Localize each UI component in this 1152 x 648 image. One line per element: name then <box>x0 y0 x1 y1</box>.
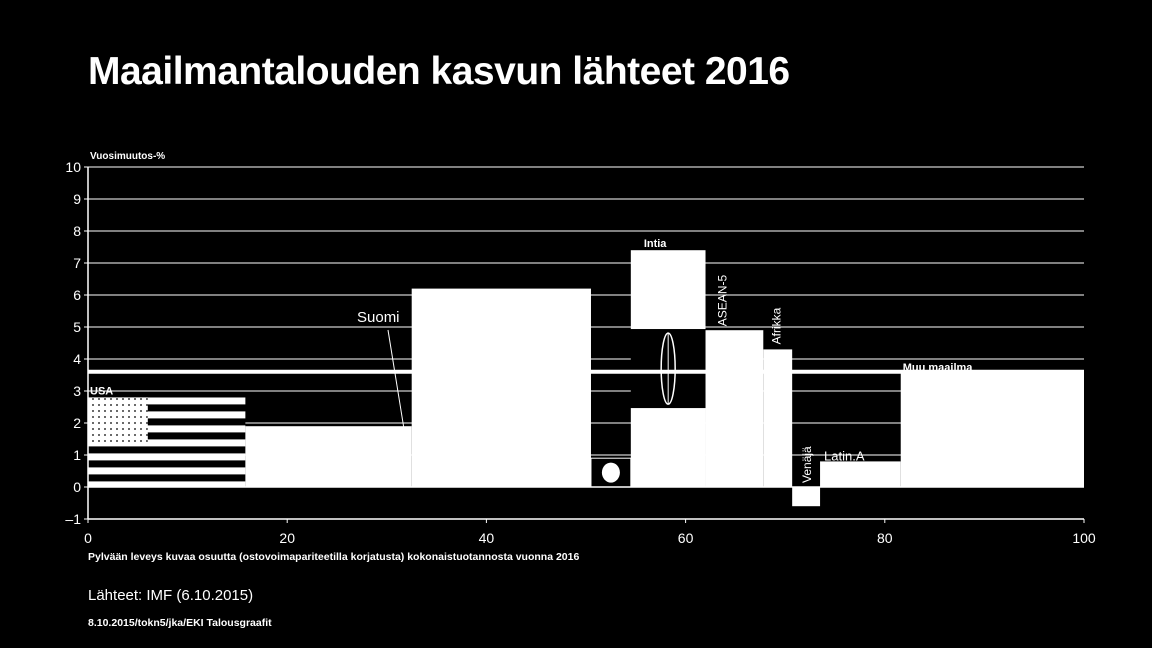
x-tick-label: 80 <box>877 530 893 546</box>
x-axis-label: Pylvään leveys kuvaa osuutta (ostovoimap… <box>88 551 580 563</box>
bar <box>792 487 821 507</box>
bar-india-top <box>630 250 706 330</box>
page-title: Maailmantalouden kasvun lähteet 2016 <box>88 50 790 93</box>
bar-label-latin-america: Latin.A <box>824 448 865 463</box>
y-tick-label: 1 <box>73 447 81 463</box>
bar-india-bottom <box>630 408 706 487</box>
y-tick-label: 10 <box>65 159 81 175</box>
bar <box>705 330 764 487</box>
bar-label-africa: Afrikka <box>769 307 783 344</box>
y-tick-label: 9 <box>73 191 81 207</box>
bar-label-eu: EU <box>258 409 273 421</box>
bar <box>411 288 591 487</box>
x-tick-label: 20 <box>279 530 295 546</box>
bar <box>820 461 901 487</box>
y-tick-label: 4 <box>73 351 81 367</box>
x-tick-label: 40 <box>479 530 495 546</box>
y-axis-label: Vuosimuutos-% <box>90 151 166 162</box>
y-tick-label: 7 <box>73 255 81 271</box>
us-flag-canton <box>88 397 148 446</box>
bar <box>900 371 1084 487</box>
bar-label-russia: Venäjä <box>800 446 814 483</box>
bar-label-usa: USA <box>90 385 113 397</box>
y-tick-label: 2 <box>73 415 81 431</box>
bar-label-asean: ASEAN-5 <box>716 275 730 327</box>
bar <box>245 426 412 487</box>
y-tick-label: 5 <box>73 319 81 335</box>
y-tick-label: 6 <box>73 287 81 303</box>
source-note: Lähteet: IMF (6.10.2015) <box>88 587 254 604</box>
annotation-label-suomi: Suomi <box>357 309 400 326</box>
y-tick-label: 8 <box>73 223 81 239</box>
flag-circle-icon <box>601 462 620 483</box>
credit-note: 8.10.2015/tokn5/jka/EKI Talousgraafit <box>88 617 272 629</box>
x-tick-label: 60 <box>678 530 694 546</box>
x-tick-label: 0 <box>84 530 92 546</box>
y-tick-label: –1 <box>65 511 81 527</box>
y-tick-label: 0 <box>73 479 81 495</box>
annotation-pointer-suomi <box>387 329 410 459</box>
bar-label-india: Intia <box>644 238 667 250</box>
reference-line-label: Muu maailma <box>903 362 974 374</box>
x-tick-label: 100 <box>1072 530 1096 546</box>
y-tick-label: 3 <box>73 383 81 399</box>
